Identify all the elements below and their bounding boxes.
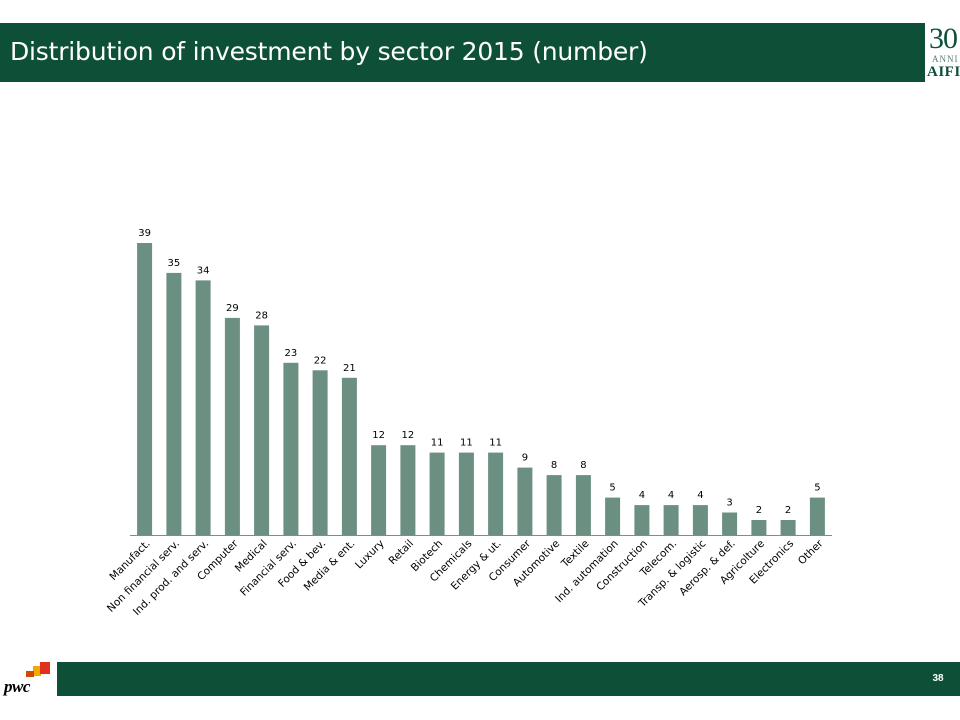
data-label-8: 12 <box>372 430 385 441</box>
data-label-10: 11 <box>431 438 444 449</box>
title-bar <box>0 23 925 82</box>
bar-10 <box>429 452 445 535</box>
category-labels-group: Manufact.Non financial serv.Ind. prod. a… <box>105 537 826 618</box>
data-label-19: 4 <box>697 490 703 501</box>
bar-23 <box>809 497 825 535</box>
bar-18 <box>663 505 679 535</box>
bar-20 <box>722 512 738 535</box>
bars-group <box>137 243 825 535</box>
bar-6 <box>312 370 328 535</box>
data-label-20: 3 <box>726 498 732 509</box>
data-label-4: 28 <box>255 310 268 321</box>
data-label-15: 8 <box>580 460 586 471</box>
pwc-logo-text: pwc <box>4 677 30 696</box>
data-label-22: 2 <box>785 505 791 516</box>
aifi-logo: 30 ANNI AIFI <box>926 22 960 84</box>
bar-4 <box>254 325 270 535</box>
bar-3 <box>224 317 240 535</box>
data-label-5: 23 <box>285 348 298 359</box>
aifi-logo-anni: ANNI <box>932 54 959 64</box>
data-label-3: 29 <box>226 303 239 314</box>
bar-9 <box>400 445 416 535</box>
data-label-1: 35 <box>168 258 181 269</box>
aifi-logo-name: AIFI <box>927 64 960 80</box>
bar-7 <box>341 377 357 535</box>
bar-1 <box>166 272 182 535</box>
data-label-2: 34 <box>197 265 210 276</box>
pwc-logo-mark <box>26 662 50 677</box>
bar-16 <box>605 497 621 535</box>
bar-8 <box>371 445 387 535</box>
bar-19 <box>692 505 708 535</box>
data-label-13: 9 <box>522 453 528 464</box>
data-label-0: 39 <box>138 228 151 239</box>
bar-13 <box>517 467 533 535</box>
page-number: 38 <box>932 673 944 684</box>
bar-11 <box>458 452 474 535</box>
data-label-21: 2 <box>756 505 762 516</box>
data-label-17: 4 <box>639 490 645 501</box>
bar-22 <box>780 520 796 535</box>
bar-21 <box>751 520 767 535</box>
data-label-7: 21 <box>343 363 356 374</box>
bar-14 <box>546 475 562 535</box>
data-label-6: 22 <box>314 355 327 366</box>
data-label-16: 5 <box>609 483 615 494</box>
aifi-logo-number: 30 <box>929 22 958 55</box>
slide-title: Distribution of investment by sector 201… <box>10 37 648 66</box>
bar-17 <box>634 505 650 535</box>
bar-5 <box>283 362 299 535</box>
pwc-logo <box>4 662 56 696</box>
data-label-18: 4 <box>668 490 674 501</box>
data-label-9: 12 <box>402 430 415 441</box>
data-label-11: 11 <box>460 438 473 449</box>
bar-12 <box>488 452 504 535</box>
footer-bar <box>57 662 960 696</box>
data-label-23: 5 <box>814 483 820 494</box>
category-label-8: Luxury <box>353 538 387 572</box>
bar-0 <box>137 243 153 535</box>
bar-15 <box>575 475 591 535</box>
category-label-23: Other <box>796 537 826 567</box>
bar-2 <box>195 280 211 535</box>
data-label-14: 8 <box>551 460 557 471</box>
data-label-12: 11 <box>489 438 502 449</box>
